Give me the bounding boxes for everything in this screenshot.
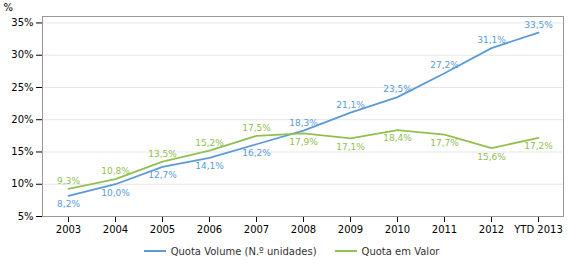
svg-text:16,2%: 16,2% <box>242 148 271 158</box>
html-text:Quota Volume (N.º unidades): Quota Volume (N.º unidades) <box>170 245 317 257</box>
svg-text:2006: 2006 <box>197 224 222 235</box>
svg-text:5%: 5% <box>18 211 34 222</box>
svg-text:2003: 2003 <box>56 224 81 235</box>
svg-text:17,1%: 17,1% <box>336 142 365 152</box>
svg-text:31,1%: 31,1% <box>477 35 506 45</box>
svg-text:13,5%: 13,5% <box>148 149 177 159</box>
svg-text:18,3%: 18,3% <box>289 118 318 128</box>
svg-text:2012: 2012 <box>479 224 504 235</box>
svg-text:17,9%: 17,9% <box>289 137 318 147</box>
svg-text:2004: 2004 <box>103 224 128 235</box>
svg-text:21,1%: 21,1% <box>336 100 365 110</box>
svg-text:17,2%: 17,2% <box>524 141 553 151</box>
svg-text:2009: 2009 <box>338 224 363 235</box>
svg-text:17,5%: 17,5% <box>242 123 271 133</box>
svg-text:8,2%: 8,2% <box>57 199 80 209</box>
svg-text:10,0%: 10,0% <box>101 188 130 198</box>
svg-text:10,8%: 10,8% <box>101 166 130 176</box>
svg-text:14,1%: 14,1% <box>195 161 224 171</box>
svg-text:17,7%: 17,7% <box>430 138 459 148</box>
svg-text:2010: 2010 <box>385 224 410 235</box>
svg-text:15%: 15% <box>11 146 33 157</box>
html-text:Quota em Valor: Quota em Valor <box>361 245 440 257</box>
svg-text:2005: 2005 <box>150 224 175 235</box>
svg-text:15,6%: 15,6% <box>477 152 506 162</box>
svg-text:25%: 25% <box>11 82 33 93</box>
svg-text:2007: 2007 <box>244 224 269 235</box>
svg-text:YTD 2013: YTD 2013 <box>513 224 563 235</box>
svg-text:2008: 2008 <box>291 224 316 235</box>
svg-text:10%: 10% <box>11 178 33 189</box>
svg-text:20%: 20% <box>11 114 33 125</box>
svg-text:33,5%: 33,5% <box>524 20 553 30</box>
svg-text:12,7%: 12,7% <box>148 170 177 180</box>
svg-text:35%: 35% <box>11 17 33 28</box>
svg-text:9,3%: 9,3% <box>57 176 80 186</box>
svg-text:30%: 30% <box>11 49 33 60</box>
svg-text:2011: 2011 <box>432 224 457 235</box>
svg-text:15,2%: 15,2% <box>195 138 224 148</box>
svg-text:27,2%: 27,2% <box>430 60 459 70</box>
svg-text:18,4%: 18,4% <box>383 133 412 143</box>
svg-text:%: % <box>4 2 14 13</box>
svg-text:23,5%: 23,5% <box>383 84 412 94</box>
